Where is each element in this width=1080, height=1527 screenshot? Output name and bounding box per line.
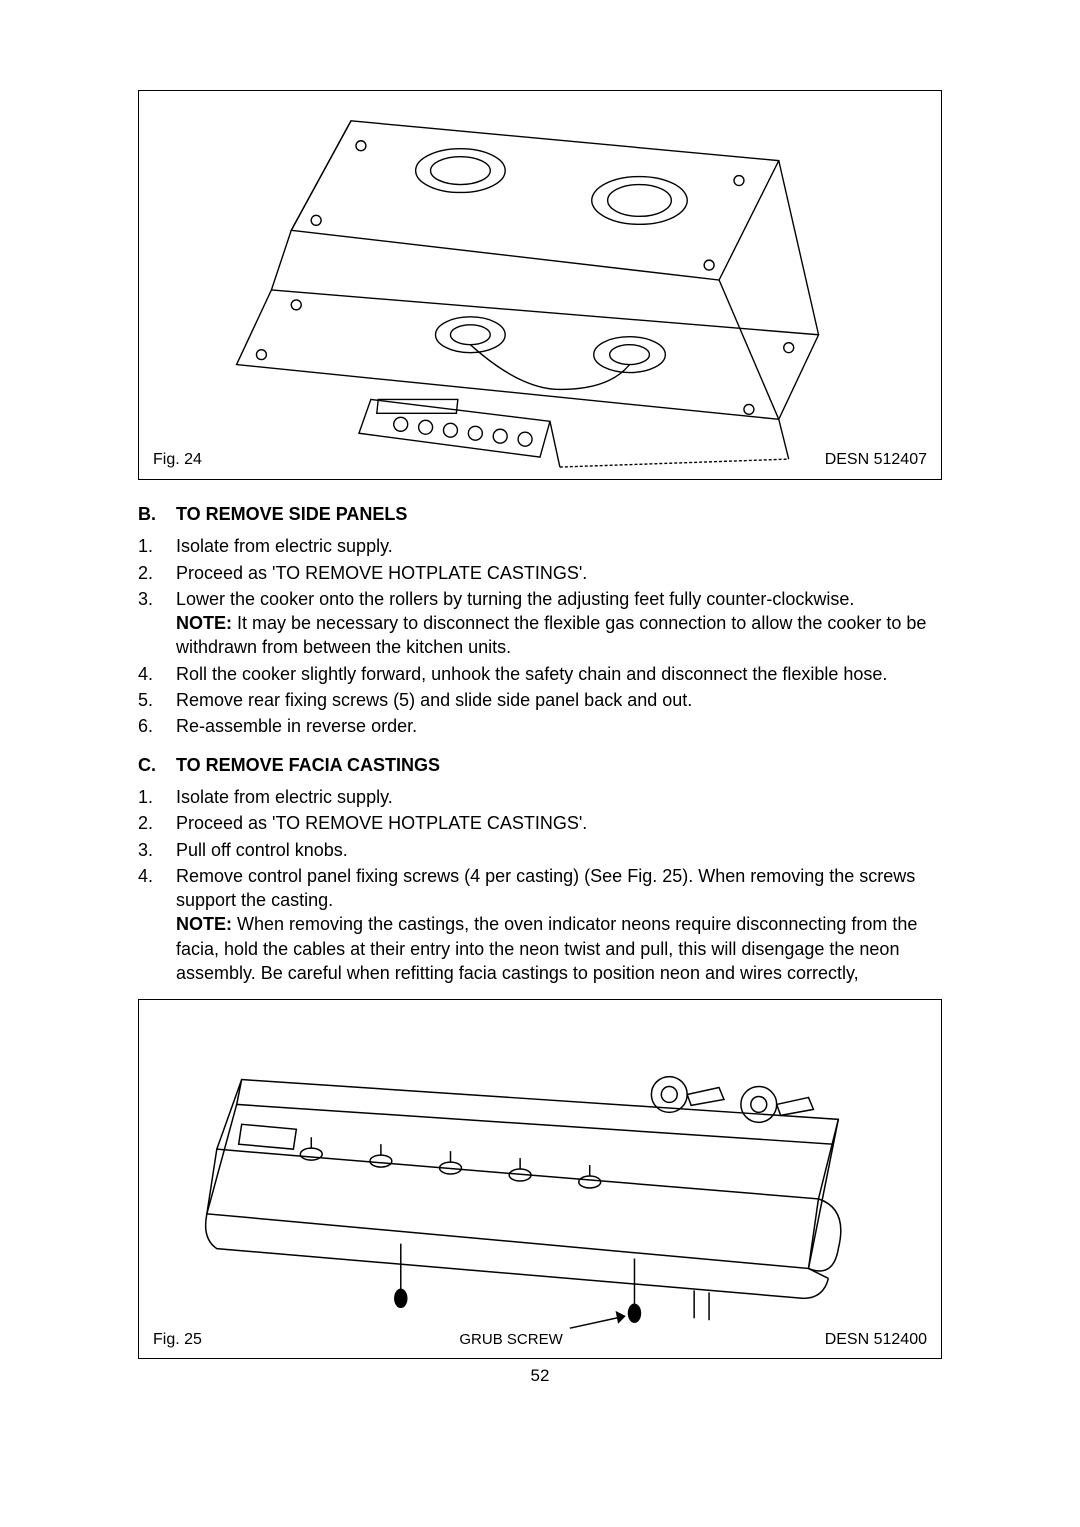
section-c-list: 1. Isolate from electric supply. 2. Proc… xyxy=(138,785,942,985)
list-item: 4. Roll the cooker slightly forward, unh… xyxy=(138,662,942,686)
figure-24-box: Fig. 24 DESN 512407 xyxy=(138,90,942,480)
list-item: 2. Proceed as 'TO REMOVE HOTPLATE CASTIN… xyxy=(138,561,942,585)
page-number: 52 xyxy=(138,1365,942,1388)
grub-screw-callout: GRUB SCREW xyxy=(459,1330,562,1350)
figure-24-diagram xyxy=(139,91,941,479)
section-b-letter: B. xyxy=(138,502,176,526)
section-b-title: TO REMOVE SIDE PANELS xyxy=(176,502,407,526)
figure-25-code: DESN 512400 xyxy=(825,1329,927,1351)
list-item: 1. Isolate from electric supply. xyxy=(138,785,942,809)
section-b-heading: B. TO REMOVE SIDE PANELS xyxy=(138,502,942,526)
figure-25-box: Fig. 25 GRUB SCREW DESN 512400 xyxy=(138,999,942,1359)
list-item: 3. Lower the cooker onto the rollers by … xyxy=(138,587,942,660)
section-b-list: 1. Isolate from electric supply. 2. Proc… xyxy=(138,534,942,738)
list-item: 3. Pull off control knobs. xyxy=(138,838,942,862)
list-item: 1. Isolate from electric supply. xyxy=(138,534,942,558)
list-item: 4. Remove control panel fixing screws (4… xyxy=(138,864,942,985)
figure-25-diagram xyxy=(139,1000,941,1358)
section-c-heading: C. TO REMOVE FACIA CASTINGS xyxy=(138,753,942,777)
section-c-title: TO REMOVE FACIA CASTINGS xyxy=(176,753,440,777)
figure-24-label: Fig. 24 xyxy=(153,449,202,471)
section-c-letter: C. xyxy=(138,753,176,777)
figure-24-code: DESN 512407 xyxy=(825,449,927,471)
list-item: 2. Proceed as 'TO REMOVE HOTPLATE CASTIN… xyxy=(138,811,942,835)
figure-25-label: Fig. 25 xyxy=(153,1329,202,1351)
list-item: 5. Remove rear fixing screws (5) and sli… xyxy=(138,688,942,712)
list-item: 6. Re-assemble in reverse order. xyxy=(138,714,942,738)
